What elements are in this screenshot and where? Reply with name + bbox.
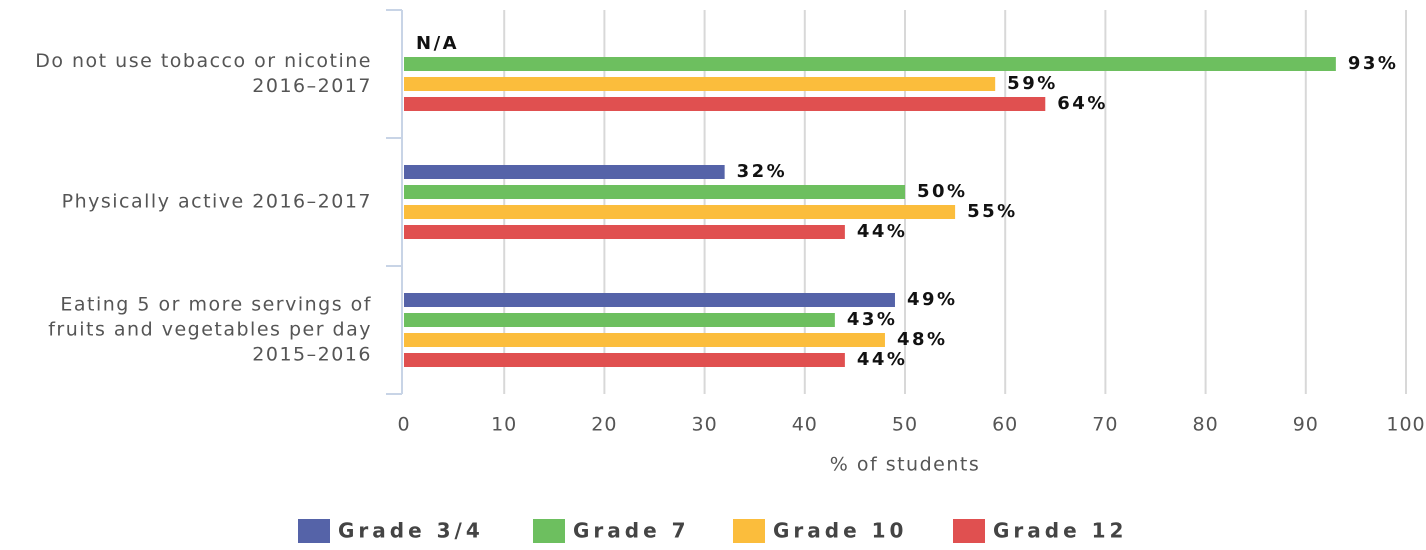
bar: [404, 97, 1046, 111]
x-tick-label: 70: [1092, 414, 1118, 436]
x-tick-label: 100: [1386, 414, 1425, 436]
data-label: 59%: [1007, 73, 1058, 94]
x-tick-label: 10: [491, 414, 517, 436]
x-tick-label: 40: [792, 414, 818, 436]
x-axis-label: % of students: [830, 454, 980, 476]
data-label: 64%: [1057, 93, 1108, 114]
data-label: 93%: [1348, 53, 1399, 74]
x-tick-label: 60: [992, 414, 1018, 436]
x-tick-label: 20: [591, 414, 617, 436]
data-label: 43%: [847, 309, 898, 330]
bar: [404, 293, 895, 307]
bar: [404, 353, 845, 367]
bar: [404, 185, 905, 199]
legend-swatch: [533, 519, 565, 543]
data-label: 32%: [737, 161, 788, 182]
legend-swatch: [733, 519, 765, 543]
legend-label: Grade 7: [573, 519, 690, 543]
x-tick-label: 30: [692, 414, 718, 436]
data-label: 49%: [907, 289, 958, 310]
x-tick-label: 0: [397, 414, 410, 436]
bar: [404, 333, 885, 347]
legend-label: Grade 12: [993, 519, 1127, 543]
bar: [404, 77, 996, 91]
bar: [404, 205, 956, 219]
legend-swatch: [953, 519, 985, 543]
data-label: 44%: [857, 221, 908, 242]
data-label: 55%: [967, 201, 1018, 222]
data-label: 44%: [857, 349, 908, 370]
data-label: 48%: [897, 329, 948, 350]
bar: [404, 225, 845, 239]
legend-label: Grade 3/4: [338, 519, 484, 543]
x-tick-label: 50: [892, 414, 918, 436]
y-tick-label: Do not use tobacco or nicotine 2016–2017: [35, 50, 372, 97]
bar: [404, 165, 725, 179]
y-tick-label: Physically active 2016–2017: [61, 190, 372, 213]
legend-label: Grade 10: [773, 519, 907, 543]
bar: [404, 57, 1336, 71]
data-label: N/A: [416, 33, 459, 54]
bar: [404, 313, 835, 327]
y-tick-label: Eating 5 or more servings of fruits and …: [48, 293, 372, 366]
data-label: 50%: [917, 181, 968, 202]
x-tick-label: 80: [1193, 414, 1219, 436]
x-tick-label: 90: [1293, 414, 1319, 436]
legend-swatch: [298, 519, 330, 543]
